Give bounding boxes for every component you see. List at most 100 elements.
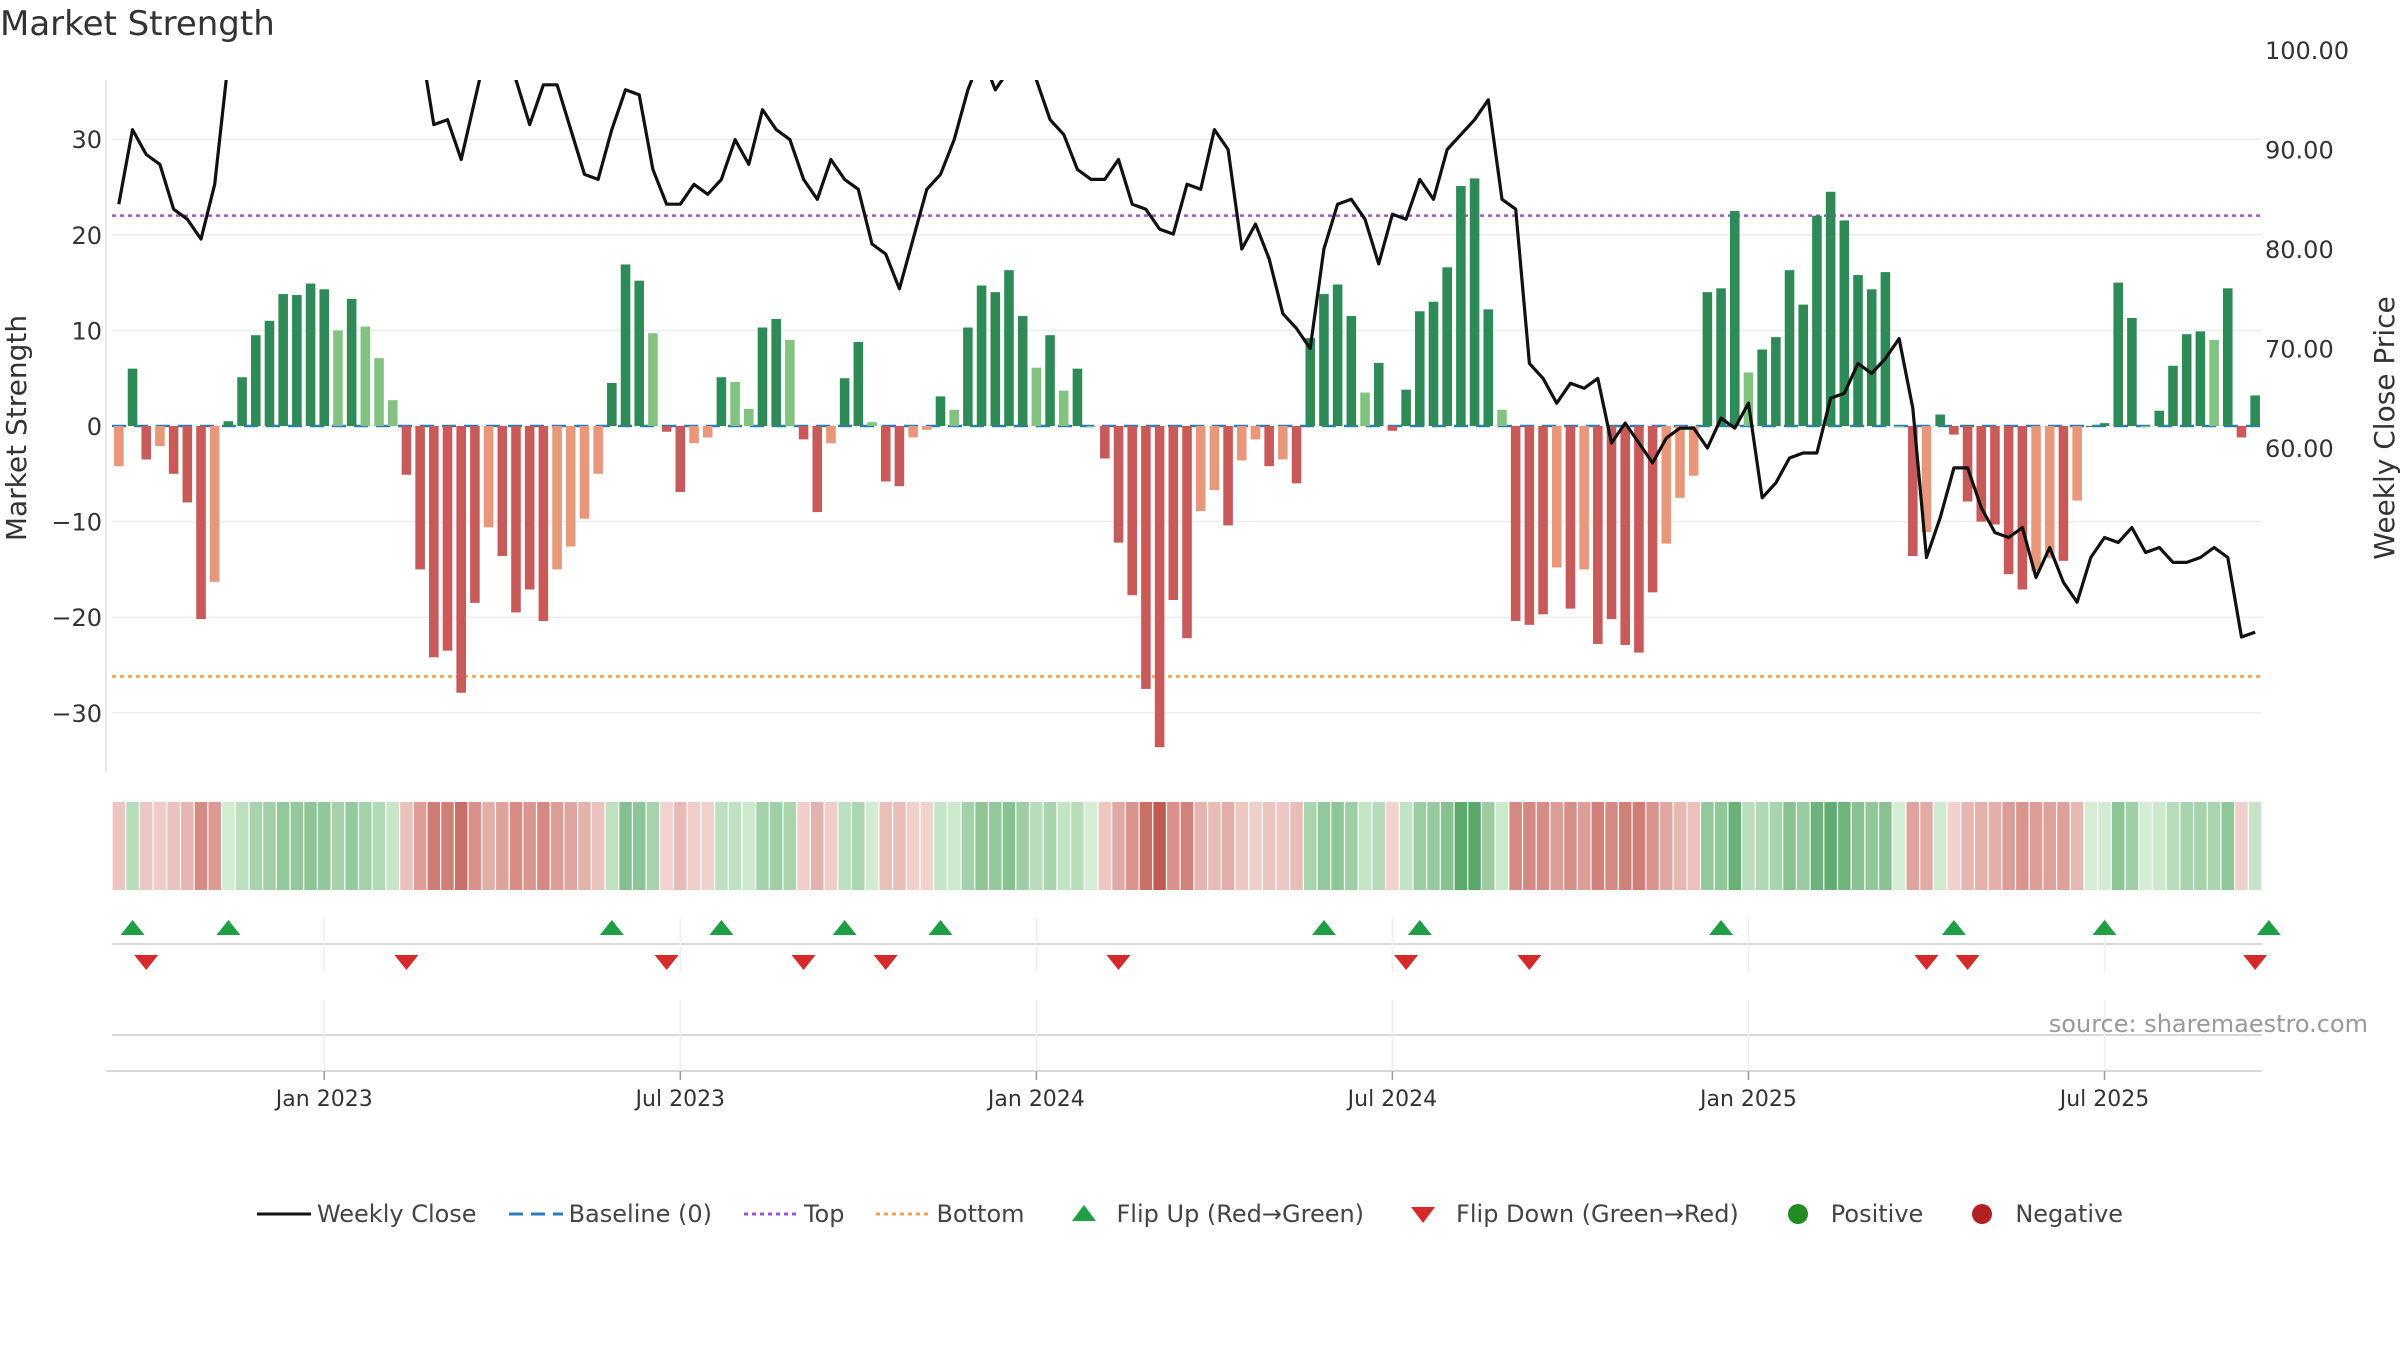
heat-cell (1783, 802, 1796, 890)
flip-up-marker (709, 920, 734, 935)
y2-tick-label: 90.00 (2265, 137, 2334, 165)
flip-up-marker (1407, 920, 1432, 935)
heat-cell (1358, 802, 1372, 890)
heat-cell (989, 802, 1002, 890)
legend-top[interactable]: Top (738, 1200, 844, 1228)
x-tick-label: Jan 2023 (274, 1087, 373, 1112)
heat-cell (1317, 802, 1331, 890)
strength-bar (716, 377, 727, 426)
y2-tick-label: 80.00 (2265, 236, 2334, 264)
flip-up-marker (1311, 920, 1336, 935)
heat-cell (509, 802, 523, 890)
legend-baseline-label: Baseline (0) (568, 1200, 712, 1228)
flip-down-marker (1394, 955, 1419, 970)
heat-cell (865, 802, 879, 890)
legend-negative[interactable]: Negative (1949, 1200, 2123, 1228)
heat-cell (2098, 802, 2111, 890)
legend-baseline-icon (508, 1212, 563, 1216)
strength-bar (2140, 426, 2151, 427)
heat-cell (1796, 802, 1810, 890)
strength-bar (620, 264, 631, 426)
heat-cell (1071, 802, 1084, 890)
heat-cell (1208, 802, 1221, 890)
heat-cell (153, 802, 167, 890)
heat-cell (1249, 802, 1262, 890)
strength-bar (880, 426, 891, 482)
heat-cell (1824, 802, 1837, 890)
strength-bar (1387, 426, 1398, 431)
y-tick-label: 30 (71, 126, 102, 154)
legend-flip-down-icon (1411, 1207, 1436, 1223)
heat-cell (838, 802, 851, 890)
strength-bar (1962, 426, 1973, 502)
strength-bar (1729, 210, 1740, 426)
heat-cell (1057, 802, 1070, 890)
heat-cell (1618, 802, 1632, 890)
strength-bar (1100, 426, 1110, 459)
strength-bar (1127, 426, 1138, 596)
heat-cell (1180, 802, 1194, 890)
strength-bar (1360, 392, 1370, 426)
flip-down-marker (2243, 955, 2268, 970)
legend-baseline[interactable]: Baseline (0) (503, 1200, 712, 1228)
strength-bar (675, 426, 686, 492)
strength-bar (826, 426, 836, 444)
heat-cell (783, 802, 797, 890)
legend-flip-up[interactable]: Flip Up (Red→Green) (1051, 1200, 1364, 1228)
strength-bar (1168, 426, 1179, 600)
legend-flip-down[interactable]: Flip Down (Green→Red) (1390, 1200, 1739, 1228)
strength-bar (360, 326, 371, 426)
legend-positive[interactable]: Positive (1765, 1200, 1923, 1228)
heat-cell (1167, 802, 1180, 890)
heat-cell (550, 802, 564, 890)
strength-bar (2181, 334, 2192, 426)
strength-bar (278, 294, 288, 426)
heat-cell (2043, 802, 2056, 890)
strength-bar (1305, 338, 1316, 426)
strength-bar (1757, 349, 1767, 426)
legend-negative-label: Negative (2015, 1200, 2124, 1228)
strength-bar (2236, 426, 2247, 438)
strength-bar (1332, 284, 1343, 426)
legend-weekly-close[interactable]: Weekly Close (251, 1200, 477, 1228)
strength-bar (2127, 317, 2137, 426)
heat-cell (1564, 802, 1577, 890)
y-tick-label: −20 (51, 604, 102, 632)
heat-cell (454, 802, 468, 890)
heat-cell (468, 802, 482, 890)
strength-bar (1935, 414, 1945, 426)
strength-bar (1880, 272, 1891, 426)
strength-bar (963, 327, 973, 426)
strength-bar (757, 327, 768, 426)
strength-bar (1415, 311, 1425, 426)
strength-bar (1634, 426, 1644, 653)
strength-bar (1456, 186, 1466, 426)
strength-bar (387, 400, 398, 426)
strength-bar (1716, 288, 1726, 426)
strength-bar (333, 330, 343, 426)
strength-bar (1154, 426, 1165, 748)
strength-bar (1538, 426, 1548, 615)
heat-cell (290, 802, 304, 890)
flip-up-marker (120, 920, 145, 935)
heat-cell (1002, 802, 1016, 890)
strength-bar (2017, 426, 2028, 590)
flip-down-marker (1106, 955, 1131, 970)
heat-cell (1728, 802, 1742, 890)
legend-bottom[interactable]: Bottom (870, 1200, 1025, 1228)
heat-cell (1235, 802, 1249, 890)
heat-cell (2111, 802, 2125, 890)
strength-bar (524, 426, 535, 590)
heat-cell (2235, 802, 2248, 890)
y-tick-label: −30 (51, 700, 102, 728)
heat-cell (687, 802, 701, 890)
strength-bar (1278, 426, 1288, 460)
heat-cell (1892, 802, 1906, 890)
heat-cell (1153, 802, 1166, 890)
heat-cell (742, 802, 756, 890)
flip-down-marker (791, 955, 816, 970)
strength-bar (1949, 426, 1959, 435)
strength-bar (1702, 292, 1713, 426)
heat-cell (632, 802, 646, 890)
strength-bar (593, 426, 603, 474)
